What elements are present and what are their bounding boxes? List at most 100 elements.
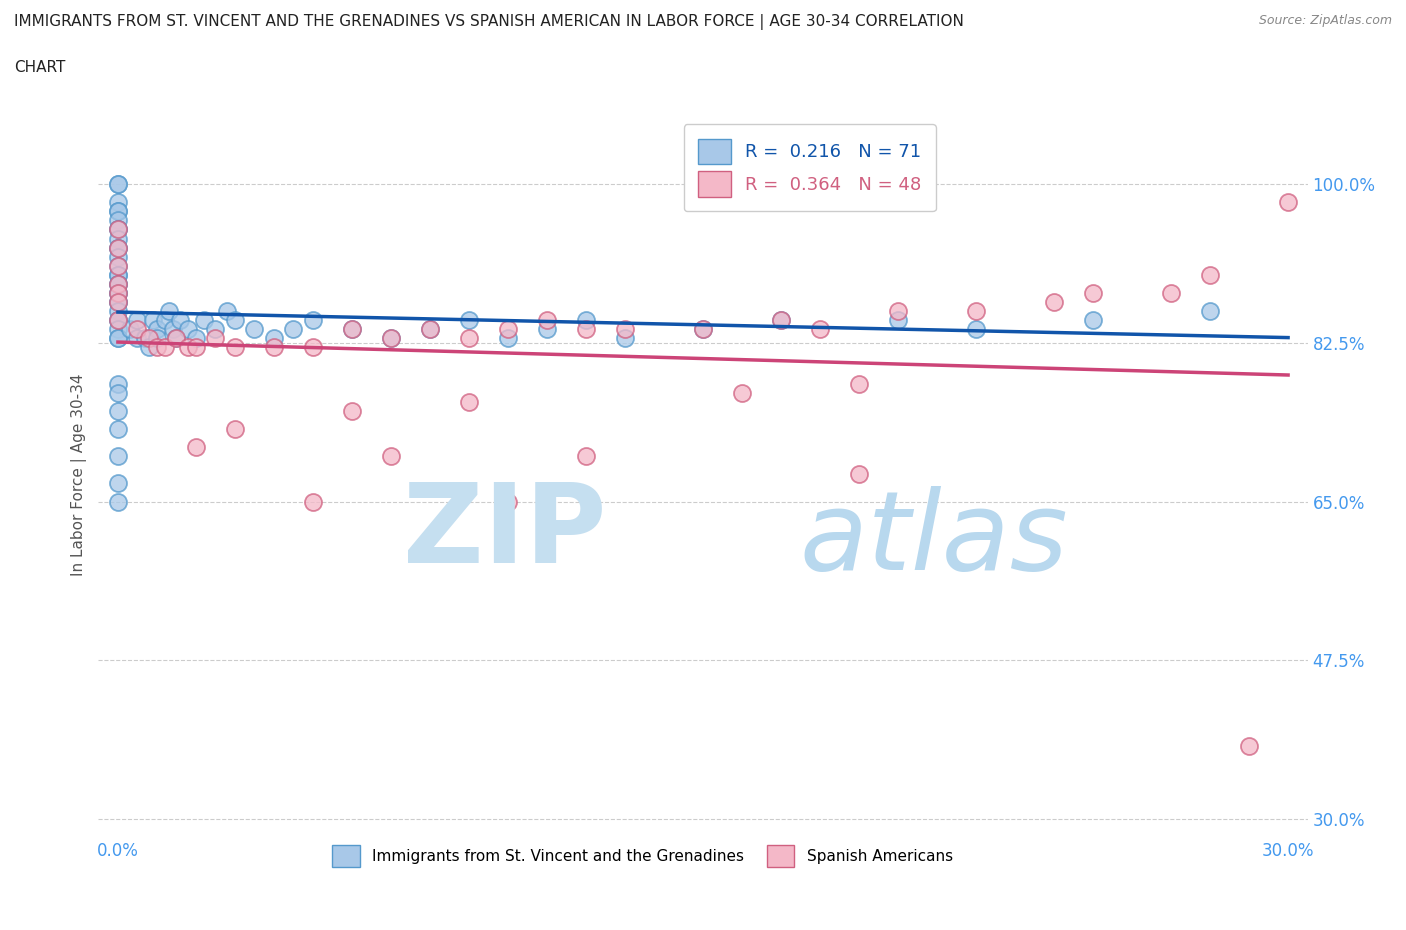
Point xyxy=(107,177,129,192)
Point xyxy=(157,304,180,319)
Text: CHART: CHART xyxy=(14,60,66,75)
Point xyxy=(138,331,160,346)
Point xyxy=(458,331,481,346)
Point xyxy=(614,331,637,346)
Point xyxy=(107,295,129,310)
Text: atlas: atlas xyxy=(800,486,1069,593)
Point xyxy=(107,385,129,400)
Point xyxy=(107,377,129,392)
Point xyxy=(848,377,870,392)
Point xyxy=(1081,286,1104,300)
Point xyxy=(127,312,149,327)
Point xyxy=(536,322,558,337)
Text: Source: ZipAtlas.com: Source: ZipAtlas.com xyxy=(1258,14,1392,27)
Point xyxy=(177,322,200,337)
Point xyxy=(224,312,246,327)
Point xyxy=(769,312,792,327)
Point xyxy=(107,276,129,291)
Point xyxy=(107,240,129,255)
Point xyxy=(107,240,129,255)
Point xyxy=(1043,295,1066,310)
Point xyxy=(575,322,598,337)
Point xyxy=(107,222,129,237)
Point xyxy=(107,476,129,491)
Point xyxy=(107,249,129,264)
Point xyxy=(169,312,191,327)
Point xyxy=(107,286,129,300)
Point xyxy=(107,404,129,418)
Point xyxy=(340,322,363,337)
Point xyxy=(107,304,129,319)
Point xyxy=(107,268,129,283)
Point xyxy=(107,295,129,310)
Point xyxy=(302,312,325,327)
Point xyxy=(340,404,363,418)
Point xyxy=(146,322,169,337)
Point xyxy=(107,312,129,327)
Point xyxy=(536,312,558,327)
Point xyxy=(380,449,402,464)
Point xyxy=(496,331,519,346)
Point xyxy=(692,322,714,337)
Point xyxy=(107,494,129,509)
Point xyxy=(107,195,129,210)
Point xyxy=(1199,304,1222,319)
Point xyxy=(458,394,481,409)
Point xyxy=(887,312,910,327)
Point xyxy=(107,286,129,300)
Point xyxy=(118,322,141,337)
Point xyxy=(419,322,441,337)
Point xyxy=(1237,738,1260,753)
Point xyxy=(107,421,129,436)
Point xyxy=(107,286,129,300)
Point xyxy=(134,331,156,346)
Point xyxy=(184,440,207,455)
Point xyxy=(263,340,285,355)
Point xyxy=(769,312,792,327)
Point xyxy=(107,177,129,192)
Point xyxy=(204,331,226,346)
Point xyxy=(965,304,987,319)
Point xyxy=(965,322,987,337)
Point xyxy=(107,322,129,337)
Point xyxy=(204,322,226,337)
Point xyxy=(380,331,402,346)
Point xyxy=(243,322,266,337)
Point xyxy=(153,340,176,355)
Point xyxy=(107,232,129,246)
Point xyxy=(614,322,637,337)
Point xyxy=(224,340,246,355)
Point xyxy=(153,312,176,327)
Point xyxy=(217,304,239,319)
Y-axis label: In Labor Force | Age 30-34: In Labor Force | Age 30-34 xyxy=(72,373,87,576)
Point xyxy=(165,331,187,346)
Point xyxy=(107,213,129,228)
Point xyxy=(419,322,441,337)
Point xyxy=(302,494,325,509)
Point xyxy=(127,331,149,346)
Point xyxy=(458,312,481,327)
Point xyxy=(1081,312,1104,327)
Point xyxy=(138,340,160,355)
Point xyxy=(184,331,207,346)
Point xyxy=(107,295,129,310)
Point xyxy=(731,385,754,400)
Point xyxy=(107,259,129,273)
Point xyxy=(177,340,200,355)
Point xyxy=(224,421,246,436)
Point xyxy=(575,449,598,464)
Point xyxy=(107,331,129,346)
Point xyxy=(107,259,129,273)
Point xyxy=(146,340,169,355)
Point xyxy=(263,331,285,346)
Point xyxy=(162,322,184,337)
Point xyxy=(808,322,831,337)
Point xyxy=(107,222,129,237)
Point xyxy=(575,312,598,327)
Point xyxy=(107,312,129,327)
Point xyxy=(107,449,129,464)
Point xyxy=(193,312,215,327)
Point xyxy=(142,312,165,327)
Point xyxy=(692,322,714,337)
Point xyxy=(496,494,519,509)
